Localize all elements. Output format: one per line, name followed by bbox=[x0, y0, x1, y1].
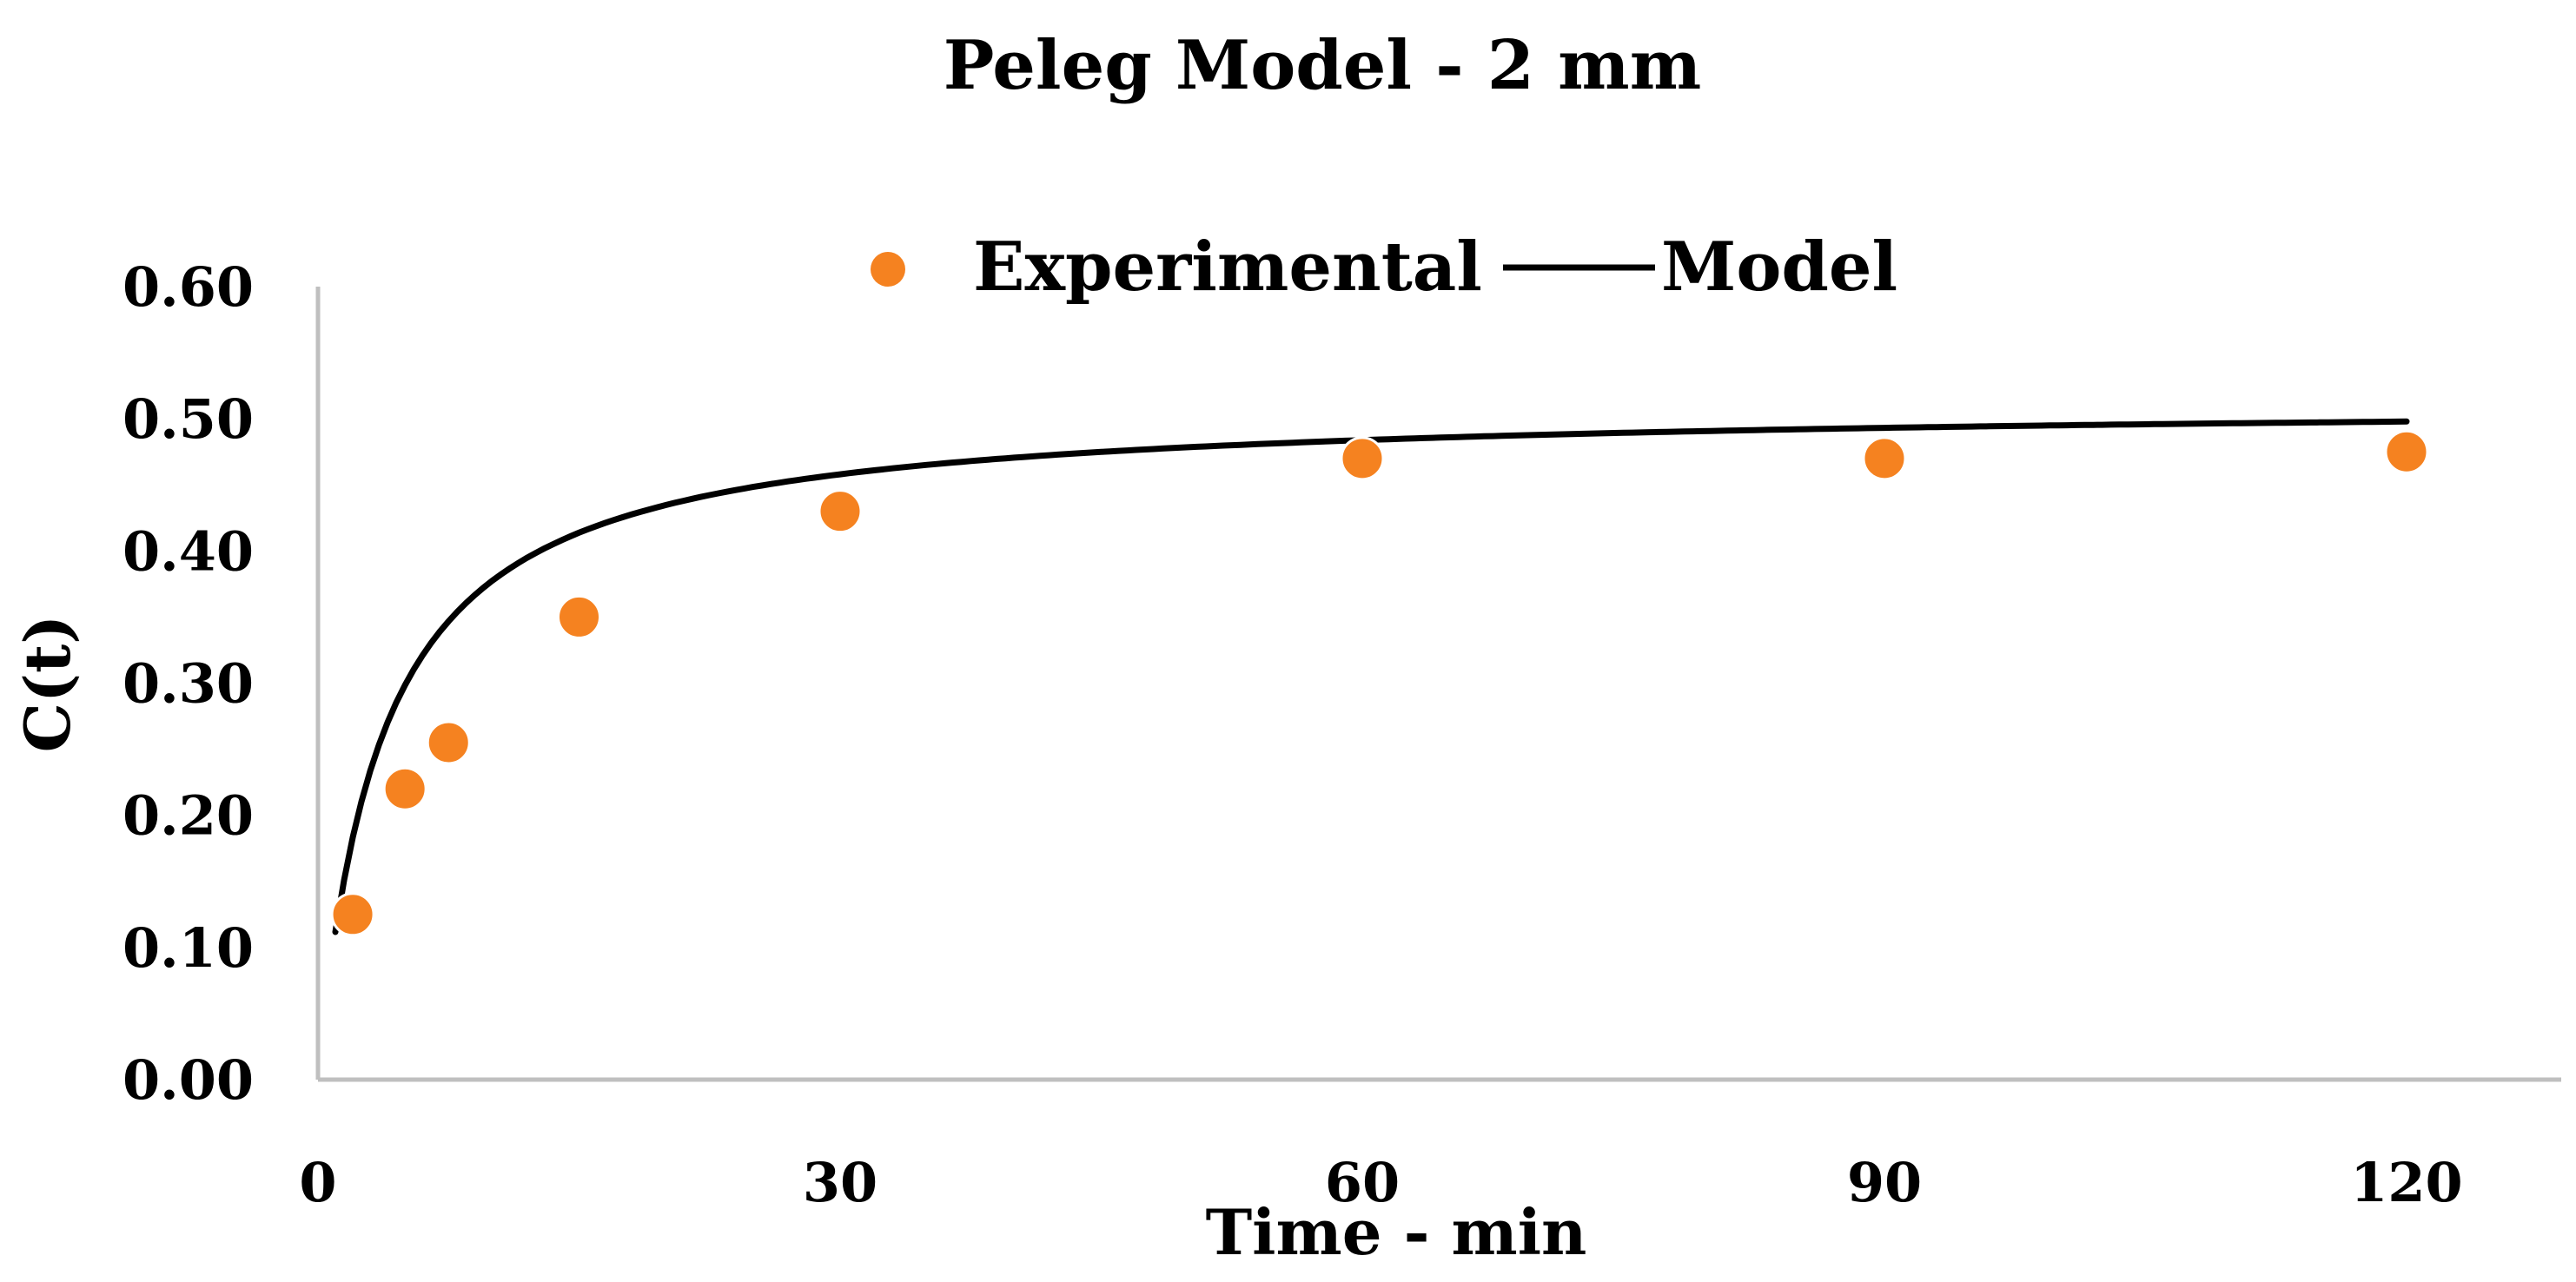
y-tick-label: 0.20 bbox=[123, 784, 254, 848]
x-tick-label: 30 bbox=[803, 1151, 877, 1214]
experimental-point bbox=[1340, 436, 1385, 481]
y-tick-label: 0.10 bbox=[123, 916, 254, 980]
experimental-point bbox=[557, 594, 601, 639]
x-tick-label: 60 bbox=[1325, 1151, 1400, 1214]
legend: Experimental Model bbox=[871, 228, 1897, 307]
experimental-point bbox=[2384, 429, 2429, 474]
model-curve bbox=[332, 418, 2410, 935]
y-tick-labels: 0.00 0.10 0.20 0.30 0.40 0.50 0.60 bbox=[123, 255, 254, 1112]
experimental-point bbox=[330, 892, 375, 937]
x-tick-label: 0 bbox=[299, 1151, 336, 1214]
x-tick-label: 90 bbox=[1847, 1151, 1922, 1214]
y-tick-label: 0.30 bbox=[123, 652, 254, 716]
legend-label-model: Model bbox=[1661, 228, 1897, 307]
experimental-points bbox=[330, 429, 2429, 937]
y-tick-label: 0.40 bbox=[123, 519, 254, 583]
chart-title: Peleg Model - 2 mm bbox=[944, 26, 1701, 105]
experimental-point bbox=[818, 489, 863, 534]
experimental-point bbox=[1862, 436, 1907, 481]
legend-marker-experimental bbox=[871, 252, 905, 287]
legend-label-experimental: Experimental bbox=[973, 228, 1482, 307]
axes bbox=[315, 287, 2561, 1082]
y-axis-title: C(t) bbox=[10, 615, 84, 753]
x-axis-title: Time - min bbox=[1206, 1195, 1587, 1269]
experimental-point bbox=[426, 720, 471, 765]
y-tick-label: 0.60 bbox=[123, 255, 254, 319]
y-tick-label: 0.00 bbox=[123, 1048, 254, 1112]
x-tick-label: 120 bbox=[2350, 1151, 2462, 1214]
x-tick-labels: 0 30 60 90 120 bbox=[299, 1151, 2462, 1214]
experimental-point bbox=[382, 766, 427, 811]
y-tick-label: 0.50 bbox=[123, 387, 254, 451]
